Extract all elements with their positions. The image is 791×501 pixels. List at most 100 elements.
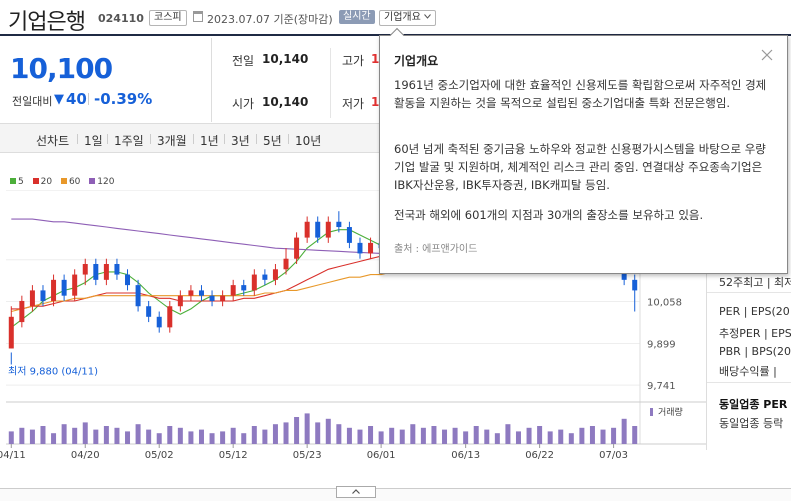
volume-bar	[579, 427, 585, 444]
volume-bar	[547, 431, 553, 444]
legend-ma120[interactable]: 120	[89, 177, 114, 187]
tab-10year[interactable]: 10년	[295, 134, 322, 148]
volume-bar	[399, 429, 405, 444]
y-tick-label: 9,741	[647, 381, 676, 392]
volume-bar	[93, 429, 99, 444]
legend-ma20[interactable]: 20	[32, 177, 52, 187]
candle-body	[156, 316, 162, 328]
company-overview-popup: 기업개요 1961년 중소기업자에 대한 효율적인 신용제도를 확립함으로써 자…	[379, 27, 788, 274]
volume-bar	[51, 433, 57, 444]
volume-bar	[315, 422, 321, 444]
divider	[88, 93, 89, 105]
same-sector-rate: 동일업종 등락	[719, 417, 784, 430]
volume-bar	[156, 433, 162, 444]
legend-ma5[interactable]: 5	[10, 177, 24, 187]
est-per-eps: 추정PER | EPS	[719, 327, 791, 340]
bottom-bar	[0, 488, 791, 501]
volume-bar	[389, 427, 395, 444]
high-low-52week: 52주최고 | 최저	[719, 276, 791, 289]
open-label: 시가	[232, 97, 255, 111]
volume-bar	[420, 427, 426, 444]
volume-bar	[146, 429, 152, 444]
legend-ma60[interactable]: 60	[60, 177, 81, 187]
y-tick-label: 10,058	[647, 297, 682, 308]
divider	[707, 292, 791, 293]
volume-bar	[336, 424, 342, 444]
volume-bar	[357, 429, 363, 444]
candle-body	[19, 300, 25, 323]
volume-bar	[484, 429, 490, 444]
candle-body	[368, 242, 374, 254]
x-tick-label: 06/13	[451, 450, 480, 461]
divider	[107, 134, 108, 144]
tab-3year[interactable]: 3년	[231, 134, 250, 148]
collapse-button[interactable]	[336, 486, 376, 498]
x-tick-label: 06/22	[525, 450, 554, 461]
volume-bar	[442, 429, 448, 444]
volume-bar	[589, 426, 595, 444]
close-icon[interactable]	[761, 48, 773, 64]
change-value: 40	[66, 90, 87, 108]
volume-bar	[103, 426, 109, 444]
volume-bar	[294, 417, 300, 444]
divider	[193, 134, 194, 144]
legend-label: 60	[68, 177, 81, 187]
volume-bar	[61, 424, 67, 444]
candle-body	[315, 221, 321, 238]
change-label: 전일대비	[12, 95, 53, 108]
x-tick-label: 05/12	[219, 450, 248, 461]
x-tick-label: 06/01	[367, 450, 396, 461]
volume-bar	[526, 427, 532, 444]
candle-body	[177, 295, 183, 307]
candle-body	[294, 237, 300, 259]
stock-code: 024110	[98, 12, 144, 25]
tab-line-chart[interactable]: 선차트	[36, 134, 70, 148]
ma-legend: 5 20 60 120	[10, 177, 120, 187]
calendar-icon	[193, 11, 203, 22]
x-tick-label: 05/23	[293, 450, 322, 461]
candle-body	[325, 221, 331, 238]
volume-bar	[304, 413, 310, 444]
tab-1year[interactable]: 1년	[200, 134, 219, 148]
base-date: 2023.07.07 기준(장마감)	[207, 13, 333, 26]
candle-body	[135, 285, 141, 307]
tab-5year[interactable]: 5년	[263, 134, 282, 148]
pbr-bps: PBR | BPS(20	[719, 345, 791, 358]
volume-bar	[325, 418, 331, 444]
candle-body	[103, 264, 109, 280]
volume-bar	[558, 429, 564, 444]
candle-body	[29, 290, 35, 307]
divider	[707, 382, 791, 383]
candle-body	[40, 290, 46, 301]
x-tick-label: 04/20	[71, 450, 100, 461]
volume-bar	[19, 427, 25, 444]
volume-bar	[72, 427, 78, 444]
volume-bar	[251, 426, 257, 444]
candle-body	[209, 295, 215, 301]
overview-source: 출처 : 에프앤가이드	[394, 244, 478, 255]
divider	[224, 134, 225, 144]
legend-swatch	[10, 178, 16, 184]
tab-1week[interactable]: 1주일	[114, 134, 144, 148]
change-percent: -0.39%	[94, 90, 153, 108]
tab-1day[interactable]: 1일	[84, 134, 103, 148]
company-overview-label: 기업개요	[384, 12, 421, 23]
volume-bar	[114, 427, 120, 444]
current-price: 10,100	[10, 52, 113, 85]
candle-body	[220, 295, 226, 301]
volume-bar	[463, 431, 469, 444]
overview-paragraph-1: 1961년 중소기업자에 대한 효율적인 신용제도를 확립함으로써 자주적인 경…	[394, 78, 767, 110]
candle-body	[82, 264, 88, 275]
volume-bar	[262, 429, 268, 444]
candle-body	[241, 285, 247, 291]
low-value: 1	[371, 95, 380, 109]
stock-name: 기업은행	[8, 10, 86, 35]
candle-body	[125, 274, 131, 286]
realtime-badge[interactable]: 실시간	[339, 10, 375, 24]
tab-3month[interactable]: 3개월	[157, 134, 187, 148]
high-value: 1	[371, 52, 380, 66]
volume-bar	[8, 431, 14, 444]
candle-body	[146, 306, 152, 317]
candle-body	[72, 274, 78, 296]
company-overview-button[interactable]: 기업개요	[379, 10, 436, 26]
